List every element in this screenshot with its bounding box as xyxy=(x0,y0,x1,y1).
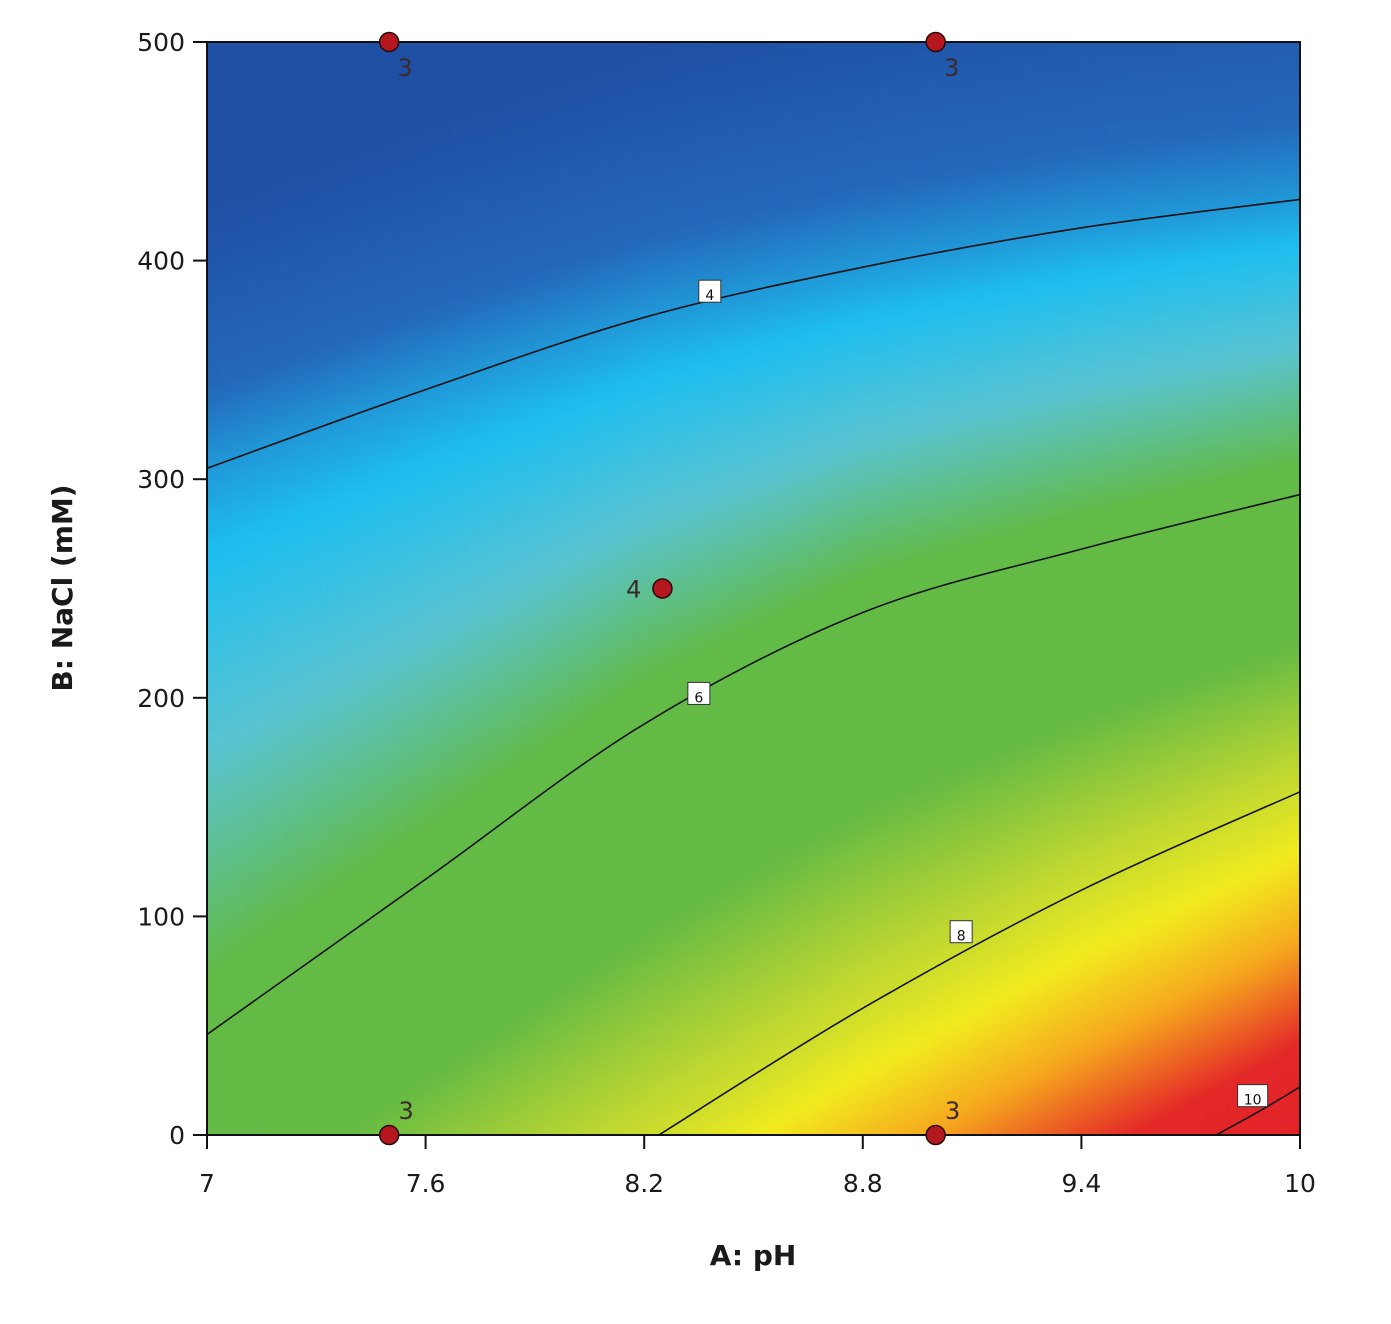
design-point xyxy=(378,1124,400,1146)
contour-labels: 4 6 8 10 xyxy=(687,279,1269,1109)
contour-label-box-8 xyxy=(949,920,973,944)
contour-line-10 xyxy=(1215,1086,1300,1135)
contour-label-10: 10 xyxy=(1244,1093,1262,1109)
x-tick-label: 8.2 xyxy=(624,1169,664,1198)
response-surface-heatmap xyxy=(207,42,1300,1135)
x-tick-label: 10 xyxy=(1284,1169,1316,1198)
design-point xyxy=(652,578,673,599)
design-point-label: 3 xyxy=(399,1097,414,1125)
design-point-label: 3 xyxy=(398,54,413,82)
contour-label-box-10 xyxy=(1237,1084,1269,1108)
design-point xyxy=(925,31,946,53)
contour-label-6: 6 xyxy=(694,690,703,706)
x-tick-label: 7.6 xyxy=(406,1169,446,1198)
y-tick-label: 200 xyxy=(137,684,185,713)
design-point xyxy=(925,1124,946,1146)
design-point-label: 4 xyxy=(626,576,641,604)
y-tick-label: 400 xyxy=(137,247,185,276)
x-tick-label: 8.8 xyxy=(843,1169,883,1198)
contour-label-8: 8 xyxy=(957,929,966,945)
x-axis-title: A: pH xyxy=(710,1239,797,1272)
design-points: 3 3 4 3 3 xyxy=(378,31,960,1146)
design-point-label: 3 xyxy=(944,54,959,82)
y-tick-label: 500 xyxy=(137,28,185,57)
y-axis-title: B: NaCl (mM) xyxy=(46,484,79,691)
contour-label-box-6 xyxy=(687,681,711,705)
design-point xyxy=(378,31,400,53)
y-axis: 0 100 200 300 400 500 xyxy=(137,28,207,1150)
y-tick-label: 0 xyxy=(169,1121,185,1150)
x-axis: 7 7.6 8.2 8.8 9.4 10 xyxy=(199,1135,1316,1198)
plot-frame xyxy=(206,41,1301,1136)
x-tick-label: 7 xyxy=(199,1169,215,1198)
x-tick-label: 9.4 xyxy=(1062,1169,1102,1198)
contour-line-8 xyxy=(658,791,1300,1135)
contour-label-4: 4 xyxy=(705,288,714,304)
contour-line-4 xyxy=(207,198,1300,470)
contour-line-6 xyxy=(207,493,1300,1036)
contour-label-box-4 xyxy=(698,279,722,303)
heatmap-image xyxy=(207,42,1300,1135)
design-point-label: 3 xyxy=(945,1097,960,1125)
y-tick-label: 100 xyxy=(137,902,185,931)
y-tick-label: 300 xyxy=(137,465,185,494)
contour-lines xyxy=(207,198,1300,1135)
